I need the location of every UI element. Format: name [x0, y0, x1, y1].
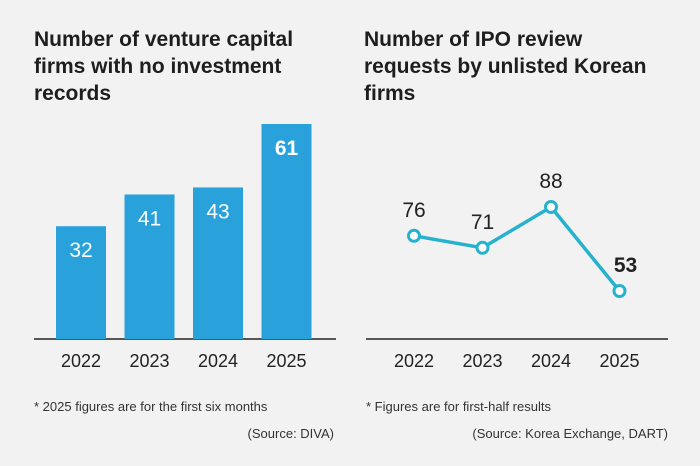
line-chart: 76 71 88 53 2022 2023 2024 2025 — [366, 170, 668, 371]
line-point-2024 — [544, 200, 558, 214]
bar-2022 — [56, 226, 106, 339]
bar-2023 — [124, 194, 175, 339]
bar-value-label-2024: 43 — [206, 200, 229, 223]
line-chart-source: (Source: Korea Exchange, DART) — [472, 426, 668, 441]
line-value-label-2024: 88 — [539, 170, 562, 193]
line-xtick-2022: 2022 — [394, 351, 434, 371]
line-value-label-2023: 71 — [471, 211, 494, 234]
bar-chart-title: Number of venture capital firms with no … — [34, 28, 294, 105]
bar-chart: 32 41 43 61 2022 2023 2024 2025 — [34, 124, 336, 371]
bar-xtick-2023: 2023 — [129, 351, 169, 371]
bar-2024 — [193, 187, 243, 339]
bar-value-label-2025: 61 — [275, 137, 299, 160]
line-point-2025 — [612, 284, 627, 298]
line-point-2022 — [407, 228, 421, 243]
line-point-2023 — [475, 240, 490, 255]
line-chart-title: Number of IPO review requests by unliste… — [364, 28, 647, 105]
bar-xtick-2025: 2025 — [266, 351, 306, 371]
bar-xtick-2022: 2022 — [61, 351, 101, 371]
line-chart-series-line — [413, 205, 621, 293]
bar-2025 — [261, 124, 312, 339]
line-xtick-2024: 2024 — [531, 351, 571, 371]
bar-value-label-2023: 41 — [138, 207, 161, 230]
bar-xtick-2024: 2024 — [198, 351, 238, 371]
line-value-label-2025: 53 — [614, 254, 637, 277]
line-xtick-2023: 2023 — [462, 351, 502, 371]
bar-chart-source: (Source: DIVA) — [247, 426, 334, 441]
line-xtick-2025: 2025 — [599, 351, 639, 371]
bar-chart-footnote: * 2025 figures are for the first six mon… — [34, 399, 268, 414]
line-value-label-2022: 76 — [402, 199, 425, 222]
line-chart-footnote: * Figures are for first-half results — [366, 399, 551, 414]
bar-value-label-2022: 32 — [69, 239, 92, 262]
